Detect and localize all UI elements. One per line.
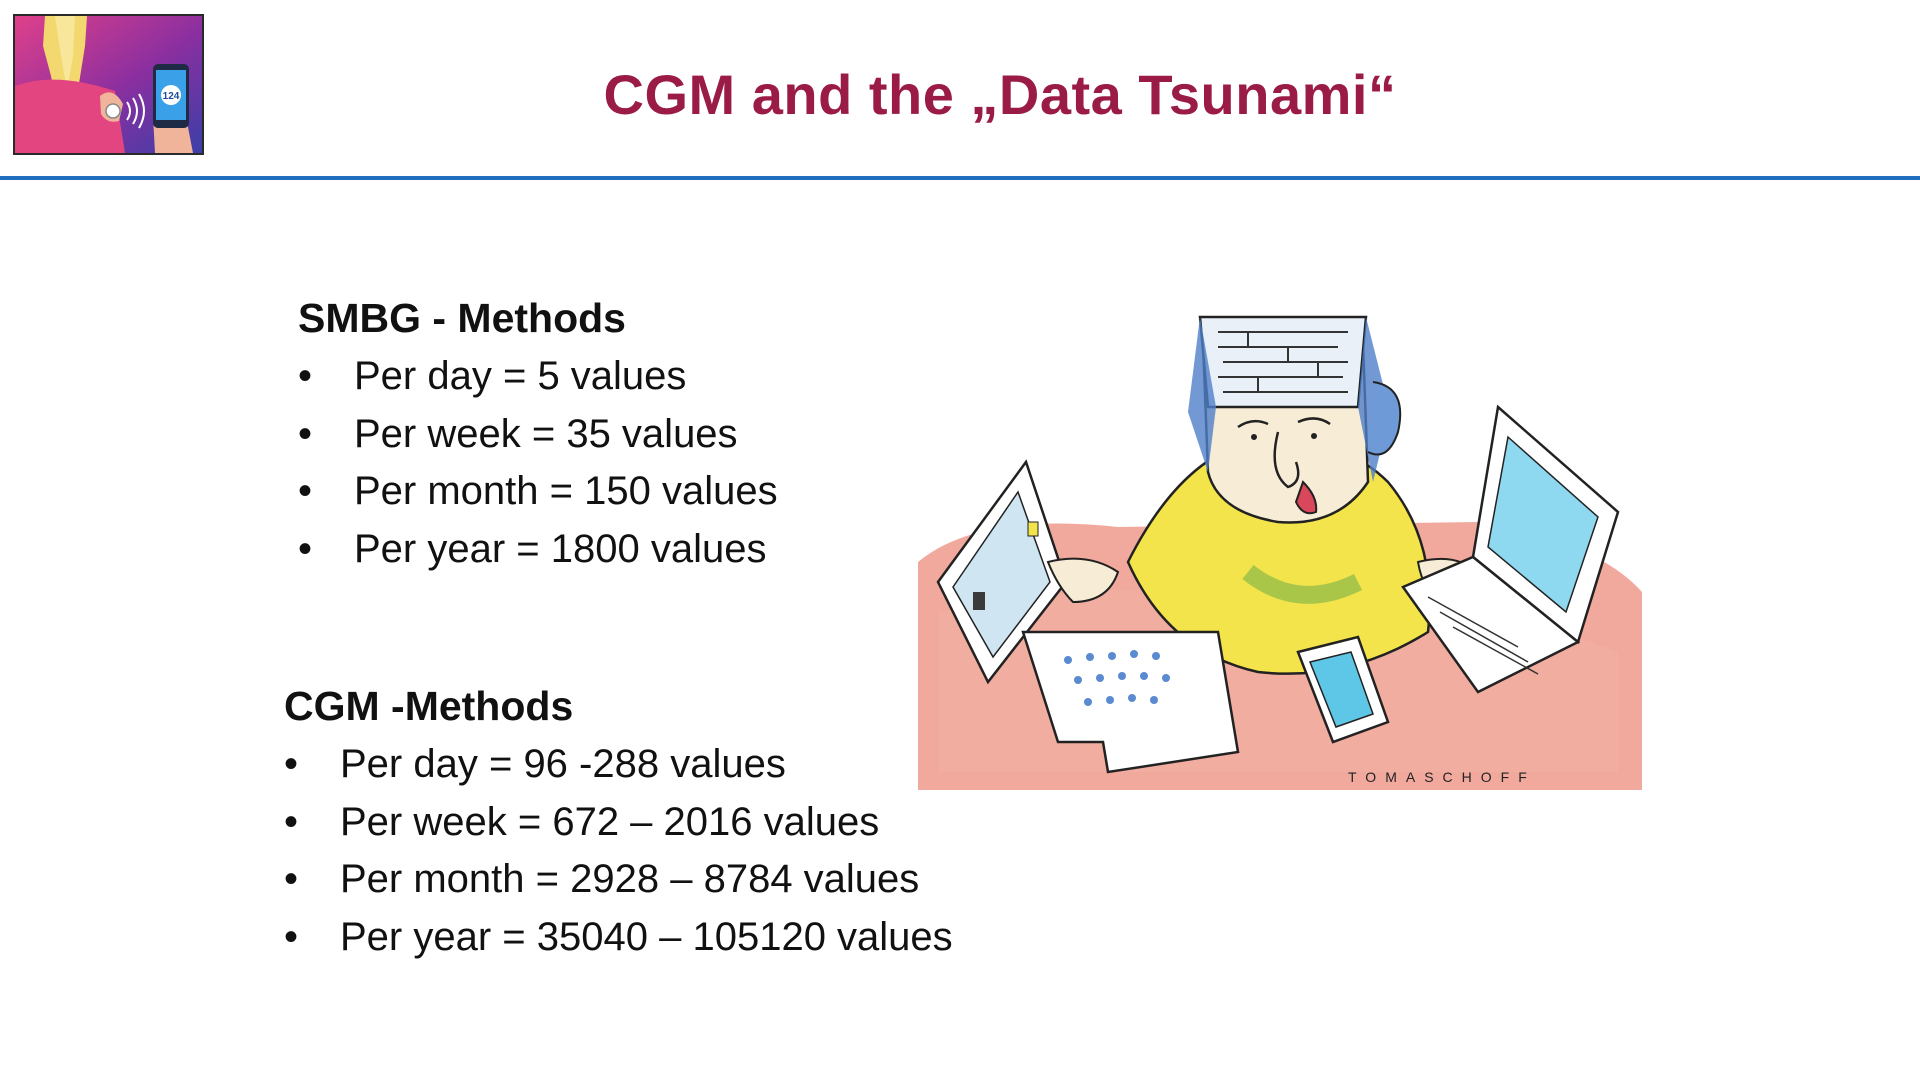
bullet-icon: • (284, 799, 299, 844)
list-item: • Per day = 96 -288 values (284, 736, 953, 794)
phone-reading: 124 (163, 91, 180, 102)
bullet-icon: • (284, 914, 299, 959)
list-item-text: Per year = 35040 – 105120 values (340, 914, 953, 959)
list-item-text: Per month = 2928 – 8784 values (340, 857, 920, 901)
list-item-text: Per year = 1800 values (354, 526, 767, 571)
cgm-list: • Per day = 96 -288 values • Per week = 67… (284, 736, 953, 966)
list-item-text: Per week = 672 – 2016 values (340, 799, 880, 844)
bullet-icon: • (298, 354, 313, 398)
list-item: • Per year = 35040 – 105120 values (284, 909, 953, 967)
bullet-icon: • (298, 411, 313, 456)
cgm-sensor-smartphone-icon: 124 (15, 16, 202, 153)
list-item: • Per year = 1800 values (298, 521, 778, 579)
smbg-section: SMBG - Methods • Per day = 5 values • Per … (298, 290, 778, 578)
page-title: CGM and the „Data Tsunami“ (603, 63, 1397, 126)
bullet-icon: • (298, 526, 313, 571)
list-item-text: Per day = 5 values (354, 354, 687, 398)
title-divider (0, 176, 1920, 180)
list-item: • Per month = 150 values (298, 463, 778, 521)
bullet-icon: • (284, 742, 299, 786)
overwhelmed-man-computers-icon: TOMASCHOFF (918, 315, 1642, 790)
list-item: • Per month = 2928 – 8784 values (284, 851, 953, 909)
cartoon-signature: TOMASCHOFF (1348, 769, 1536, 785)
cgm-heading: CGM -Methods (284, 683, 574, 729)
data-overload-cartoon: TOMASCHOFF (918, 312, 1642, 790)
list-item: • Per day = 5 values (298, 348, 778, 406)
list-item-text: Per month = 150 values (354, 469, 778, 513)
list-item-text: Per day = 96 -288 values (340, 742, 786, 786)
smbg-heading: SMBG - Methods (298, 295, 626, 341)
bullet-icon: • (284, 857, 299, 901)
cgm-logo-image: 124 (13, 14, 204, 155)
cgm-section: CGM -Methods • Per day = 96 -288 values •… (284, 678, 953, 966)
smbg-list: • Per day = 5 values • Per week = 35 value… (298, 348, 778, 578)
bullet-icon: • (298, 469, 313, 513)
list-item: • Per week = 35 values (298, 406, 778, 464)
list-item-text: Per week = 35 values (354, 411, 738, 456)
list-item: • Per week = 672 – 2016 values (284, 794, 953, 852)
